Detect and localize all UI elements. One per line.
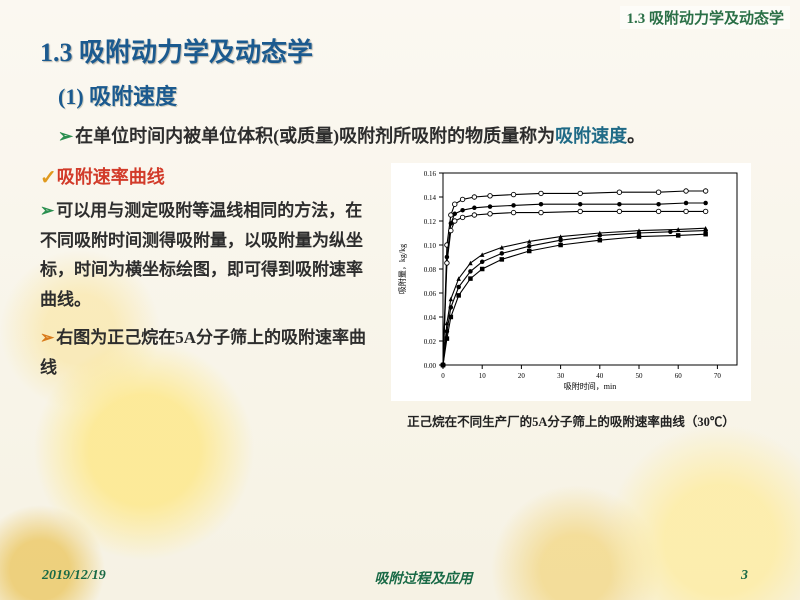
svg-text:0.02: 0.02 [424, 338, 437, 346]
adsorption-rate-chart: 0 10 20 30 40 50 60 70 0.00 0.02 0.04 0.06 0.08 0.10 0… [391, 163, 751, 401]
intro-suffix: 。 [627, 126, 645, 146]
chart-caption: 正己烷在不同生产厂的5A分子筛上的吸附速率曲线（30℃） [407, 411, 735, 430]
footer: 2019/12/19 吸附过程及应用 3 [0, 568, 800, 588]
right-column: 0 10 20 30 40 50 60 70 0.00 0.02 0.04 0.06 0.08 0.10 0… [382, 163, 760, 430]
svg-text:50: 50 [636, 372, 644, 380]
footer-center: 吸附过程及应用 [374, 568, 472, 588]
figure-label: ➢右图为正己烷在5A分子筛上的吸附速率曲线 [40, 323, 370, 383]
curve-heading-text: 吸附速率曲线 [57, 167, 165, 187]
curve-heading: ✓吸附速率曲线 [40, 163, 370, 190]
intro-highlight: 吸附速度 [555, 126, 627, 146]
fig-label-text: 右图为正己烷在5A分子筛上的吸附速率曲线 [40, 328, 366, 377]
svg-text:40: 40 [596, 372, 604, 380]
slide: 1.3 吸附动力学及动态学 1.3 吸附动力学及动态学 (1) 吸附速度 ➢在单… [0, 0, 800, 600]
svg-text:0: 0 [441, 372, 445, 380]
curve-paragraph: ➢可以用与测定吸附等温线相同的方法，在不同吸附时间测得吸附量，以吸附量为纵坐标，… [40, 196, 370, 315]
svg-text:0.04: 0.04 [424, 314, 437, 322]
bullet-arrow-icon: ➢ [40, 201, 54, 220]
slide-title: 1.3 吸附动力学及动态学 [40, 32, 760, 69]
intro-bullet: ➢在单位时间内被单位体积(或质量)吸附剂所吸附的物质量称为吸附速度。 [58, 123, 760, 151]
footer-page: 3 [741, 568, 748, 588]
footer-date: 2019/12/19 [42, 568, 106, 588]
svg-text:0.16: 0.16 [424, 170, 437, 178]
svg-text:10: 10 [479, 372, 487, 380]
slide-subtitle: (1) 吸附速度 [58, 79, 760, 111]
svg-text:吸附时间，min: 吸附时间，min [564, 381, 616, 391]
svg-text:吸附量，kg/kg: 吸附量，kg/kg [397, 244, 407, 294]
svg-text:0.14: 0.14 [424, 194, 437, 202]
intro-text: 在单位时间内被单位体积(或质量)吸附剂所吸附的物质量称为 [75, 126, 555, 146]
bullet-arrow-icon: ➢ [58, 126, 73, 146]
left-column: ✓吸附速率曲线 ➢可以用与测定吸附等温线相同的方法，在不同吸附时间测得吸附量，以… [40, 163, 370, 430]
section-label: 1.3 吸附动力学及动态学 [620, 6, 790, 29]
svg-text:30: 30 [557, 372, 565, 380]
svg-text:0.12: 0.12 [424, 218, 437, 226]
svg-text:70: 70 [714, 372, 722, 380]
bullet-arrow-icon: ➢ [40, 328, 54, 347]
svg-text:0.00: 0.00 [424, 362, 437, 370]
svg-text:0.10: 0.10 [424, 242, 437, 250]
svg-text:60: 60 [675, 372, 683, 380]
curve-para-text: 可以用与测定吸附等温线相同的方法，在不同吸附时间测得吸附量，以吸附量为纵坐标，时… [40, 201, 363, 309]
svg-text:20: 20 [518, 372, 526, 380]
check-icon: ✓ [40, 167, 57, 189]
svg-text:0.06: 0.06 [424, 290, 437, 298]
svg-text:0.08: 0.08 [424, 266, 437, 274]
